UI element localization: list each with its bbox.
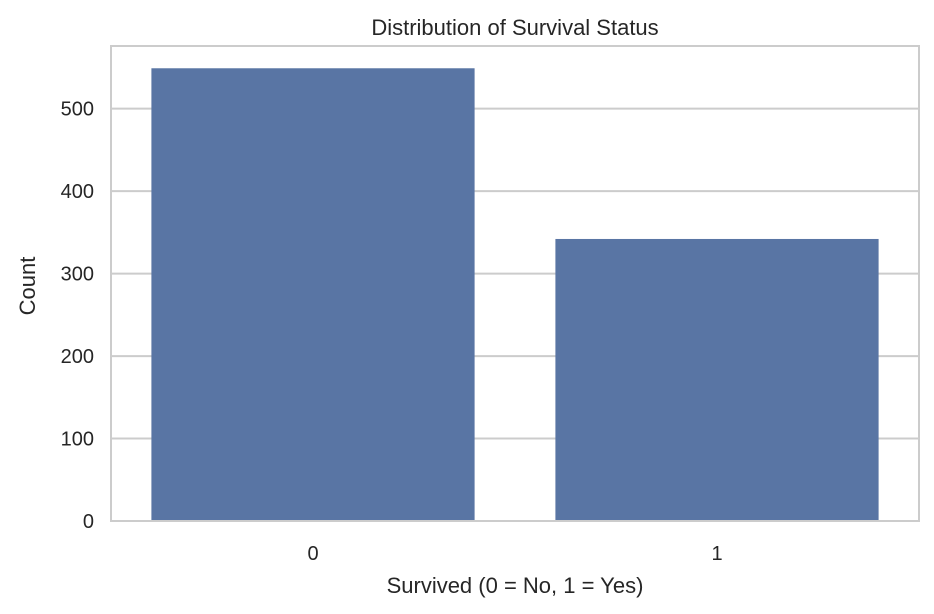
bars [151, 68, 879, 521]
y-axis-ticks: 0 100 200 300 400 500 [61, 99, 94, 533]
x-tick-label: 0 [307, 543, 318, 565]
x-tick-label: 1 [711, 543, 722, 565]
y-tick-label: 300 [61, 264, 94, 286]
y-tick-label: 500 [61, 99, 94, 121]
y-axis-label: Count [15, 257, 40, 316]
x-axis-label: Survived (0 = No, 1 = Yes) [387, 573, 644, 598]
bar-1 [555, 238, 879, 521]
y-tick-label: 400 [61, 181, 94, 203]
chart-title: Distribution of Survival Status [371, 15, 658, 40]
plot-frame [110, 45, 920, 522]
y-tick-label: 0 [83, 511, 94, 533]
y-tick-label: 200 [61, 346, 94, 368]
bar-0 [151, 68, 475, 521]
y-tick-label: 100 [61, 429, 94, 451]
